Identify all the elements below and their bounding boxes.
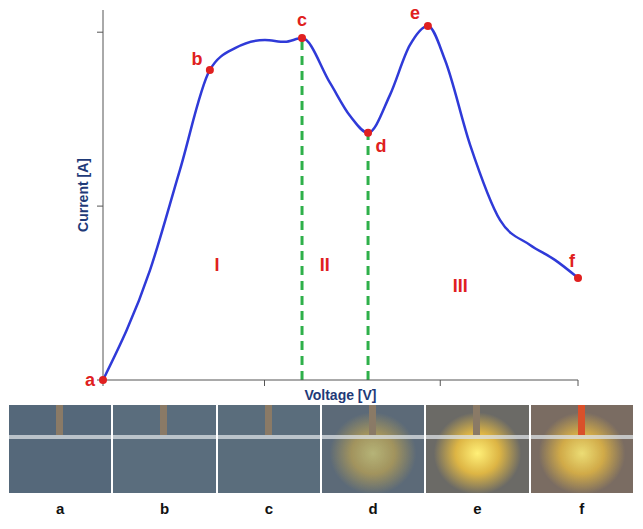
svg-text:Voltage [V]: Voltage [V]	[304, 387, 376, 403]
html-text:e: e	[473, 500, 482, 517]
svg-text:c: c	[297, 10, 307, 30]
svg-text:II: II	[320, 255, 330, 275]
svg-text:e: e	[410, 3, 420, 23]
svg-text:Current [A]: Current [A]	[75, 158, 91, 232]
html-text:d: d	[368, 500, 378, 517]
svg-text:f: f	[569, 251, 576, 271]
html-text:f: f	[579, 500, 585, 517]
svg-text:I: I	[214, 255, 219, 275]
svg-text:III: III	[453, 276, 468, 296]
html-text:a: a	[56, 500, 65, 517]
svg-text:d: d	[376, 136, 387, 156]
html-text:b: b	[159, 500, 170, 517]
svg-text:b: b	[191, 49, 202, 69]
svg-text:a: a	[85, 370, 96, 390]
html-text:c: c	[264, 500, 273, 517]
